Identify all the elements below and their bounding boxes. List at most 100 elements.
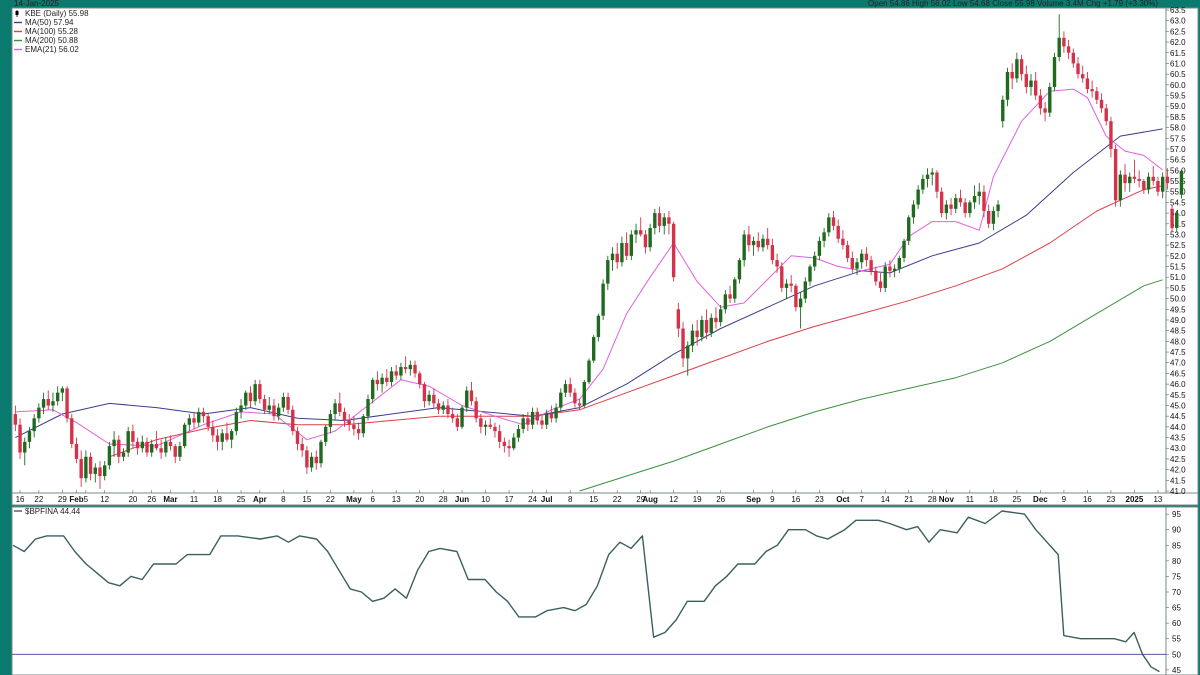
ma50-line	[15, 128, 1163, 439]
candle-body	[554, 407, 558, 419]
breadth-axis-background	[1165, 506, 1199, 675]
ema21-line	[15, 88, 1163, 447]
candle	[366, 394, 370, 421]
candle-body	[145, 441, 149, 453]
candle	[432, 388, 436, 408]
candle-body	[375, 379, 380, 385]
candle-body	[1099, 99, 1104, 109]
breadth-y-tick-label: 75	[1172, 572, 1181, 581]
candle	[883, 262, 887, 293]
candle-body	[333, 403, 337, 415]
candle-body	[596, 315, 601, 338]
candle-body	[958, 198, 963, 203]
candle	[413, 360, 417, 378]
candle-body	[1062, 37, 1066, 47]
candle-body	[394, 371, 398, 376]
candle-body	[925, 174, 930, 179]
candle	[281, 392, 286, 412]
candle-body	[389, 371, 394, 382]
candle-body	[225, 433, 229, 440]
candle	[502, 437, 507, 453]
candle-body	[963, 202, 967, 214]
breadth-y-tick-label: 70	[1172, 588, 1181, 597]
candle-body	[1052, 57, 1057, 87]
candle	[1132, 159, 1137, 184]
price-y-tick-label: 48.5	[1170, 327, 1186, 336]
candle-body	[408, 364, 413, 370]
candle-body	[427, 394, 431, 402]
candle-body	[1132, 176, 1137, 179]
candle	[643, 230, 648, 254]
candle	[897, 255, 902, 273]
candle-body	[639, 230, 643, 235]
candle	[686, 341, 690, 376]
candle	[88, 452, 93, 481]
candle-body	[309, 456, 314, 468]
candle	[577, 399, 582, 410]
date-tick-label: 9	[770, 495, 775, 504]
candle	[37, 403, 41, 423]
date-tick-label: 14	[881, 495, 890, 504]
candle	[916, 185, 920, 209]
candle-body	[168, 441, 173, 447]
candle	[150, 439, 154, 457]
candle-body	[1170, 208, 1174, 229]
candle-body	[615, 253, 619, 263]
candle-body	[601, 283, 605, 316]
breadth-y-tick-label: 90	[1172, 526, 1181, 535]
candle-body	[784, 283, 789, 288]
candle	[1113, 144, 1118, 207]
candle-body	[244, 392, 248, 406]
candle-body	[300, 443, 304, 451]
candle-body	[733, 279, 737, 299]
date-tick-label: 12	[669, 495, 678, 504]
candle-body	[27, 431, 32, 442]
date-tick-label: 26	[716, 495, 725, 504]
candle	[46, 390, 50, 410]
candle	[286, 392, 290, 415]
candle-body	[972, 195, 977, 203]
candle	[813, 251, 817, 271]
candle	[168, 435, 173, 451]
candle-body	[474, 401, 478, 419]
candle-body	[657, 213, 662, 226]
candle	[1010, 63, 1014, 90]
candle-body	[1128, 176, 1132, 184]
date-tick-label: 21	[904, 495, 913, 504]
candle	[1081, 65, 1085, 83]
candle	[1118, 170, 1123, 207]
legend-entry: EMA(21) 56.02	[25, 45, 79, 54]
candle	[418, 371, 422, 389]
candle-body	[798, 298, 803, 308]
candle-body	[446, 405, 450, 415]
price-y-tick-label: 62.5	[1170, 27, 1186, 36]
candle	[704, 309, 709, 340]
candle	[1175, 210, 1179, 233]
candle-body	[624, 243, 629, 256]
candle	[55, 386, 60, 406]
candle	[403, 356, 408, 374]
candle-body	[634, 230, 638, 235]
candle-body	[262, 399, 267, 410]
price-y-tick-label: 58.5	[1170, 113, 1186, 122]
breadth-panel-background	[11, 506, 1167, 675]
candle-body	[836, 225, 840, 239]
candle	[234, 407, 239, 436]
candle-body	[281, 396, 286, 408]
candle-body	[450, 414, 455, 419]
candle-body	[1095, 91, 1099, 100]
price-y-tick-label: 50.0	[1170, 295, 1186, 304]
candle-body	[756, 240, 760, 248]
candle-body	[845, 245, 850, 258]
candle-body	[653, 213, 657, 229]
candle-body	[107, 446, 112, 466]
candle	[450, 407, 455, 423]
candle	[1062, 31, 1066, 53]
candle-body	[662, 217, 666, 226]
candle-body	[587, 360, 591, 382]
candle-body	[432, 394, 436, 404]
candle-body	[888, 266, 892, 271]
candle-body	[770, 245, 775, 261]
date-tick-label: 15	[589, 495, 598, 504]
